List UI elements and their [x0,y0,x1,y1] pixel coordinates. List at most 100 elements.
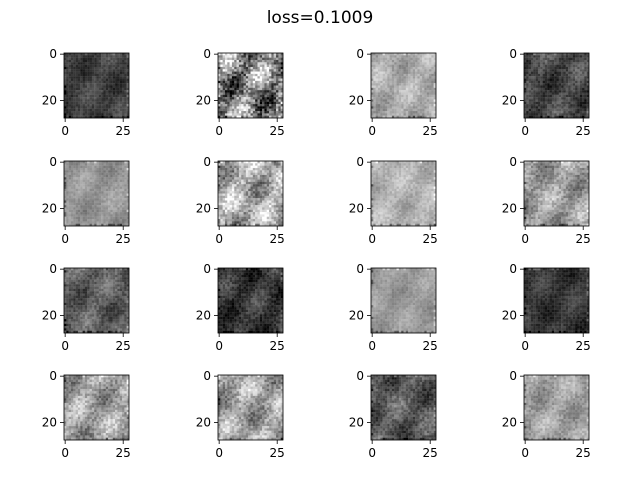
image-pixel [387,163,390,166]
image-pixel [91,90,95,93]
image-pixel [426,87,430,91]
image-pixel [568,115,571,119]
image-pixel [433,115,437,119]
image-pixel [433,80,437,84]
image-pixel [259,172,263,176]
image-pixel [236,177,240,180]
image-pixel [259,69,263,72]
image-pixel [584,64,587,68]
image-pixel [103,115,106,119]
image-pixel [87,53,90,56]
image-pixel [68,216,72,220]
image-pixel [91,94,95,98]
image-pixel [537,108,541,112]
image-pixel [68,90,72,93]
image-pixel [271,85,274,88]
image-pixel [80,108,83,112]
image-pixel [255,223,258,227]
image-pixel [252,69,256,72]
image-pixel [259,191,263,194]
image-pixel [262,85,265,88]
image-pixel [377,53,381,56]
image-pixel [273,53,277,56]
image-pixel [540,115,543,119]
image-pixel [280,57,284,61]
image-pixel [252,115,256,119]
image-pixel [259,207,263,210]
image-pixel [401,113,404,116]
image-pixel [271,163,274,166]
image-pixel [89,172,93,176]
image-pixel [108,163,111,166]
image-pixel [108,188,111,192]
image-pixel [408,80,411,84]
image-pixel [382,76,386,79]
image-pixel [387,92,390,95]
image-pixel [424,57,427,61]
image-pixel [80,71,83,75]
image-pixel [394,55,397,58]
image-pixel [248,221,251,224]
image-pixel [117,163,120,166]
image-pixel [82,212,86,215]
image-pixel [422,83,425,86]
image-pixel [398,113,402,116]
image-pixel [572,83,576,86]
image-pixel [94,193,97,196]
image-pixel [70,177,74,180]
image-pixel [96,90,99,93]
image-pixel [415,64,418,68]
image-pixel [415,104,418,107]
image-pixel [70,191,74,194]
image-pixel [218,195,221,199]
image-pixel [227,94,230,98]
image-pixel [278,193,281,196]
image-pixel [96,198,99,201]
image-pixel [89,94,93,98]
image-pixel [243,87,247,91]
image-pixel [84,198,88,201]
image-pixel [408,85,411,88]
image-pixel [126,200,130,203]
image-pixel [73,87,76,91]
image-pixel [103,94,106,98]
image-pixel [424,87,427,91]
image-pixel [75,78,79,82]
image-pixel [278,62,281,65]
image-pixel [70,193,74,196]
image-pixel [396,85,400,88]
image-pixel [570,113,573,116]
image-pixel [269,184,272,187]
image-pixel [582,99,585,102]
image-pixel [422,172,425,176]
image-pixel [269,172,272,176]
image-pixel [101,174,104,178]
image-pixel [255,198,258,201]
image-pixel [248,83,251,86]
image-pixel [266,163,270,166]
image-pixel [537,69,541,72]
image-pixel [542,59,546,63]
image-pixel [528,59,532,63]
image-pixel [384,71,388,75]
image-pixel [64,214,67,217]
image-pixel [431,111,434,114]
image-pixel [75,214,79,217]
image-pixel [412,59,416,63]
image-pixel [429,113,432,116]
image-pixel [84,174,88,178]
image-pixel [66,83,69,86]
image-pixel [250,179,253,183]
image-pixel [280,205,284,208]
image-pixel [227,111,230,114]
image-pixel [75,165,79,169]
image-pixel [119,191,123,194]
image-pixel [66,191,69,194]
image-pixel [108,78,111,82]
image-pixel [373,76,376,79]
image-pixel [563,101,566,105]
image-pixel [73,57,76,61]
image-pixel [570,76,573,79]
image-pixel [229,113,233,116]
image-pixel [231,101,235,105]
